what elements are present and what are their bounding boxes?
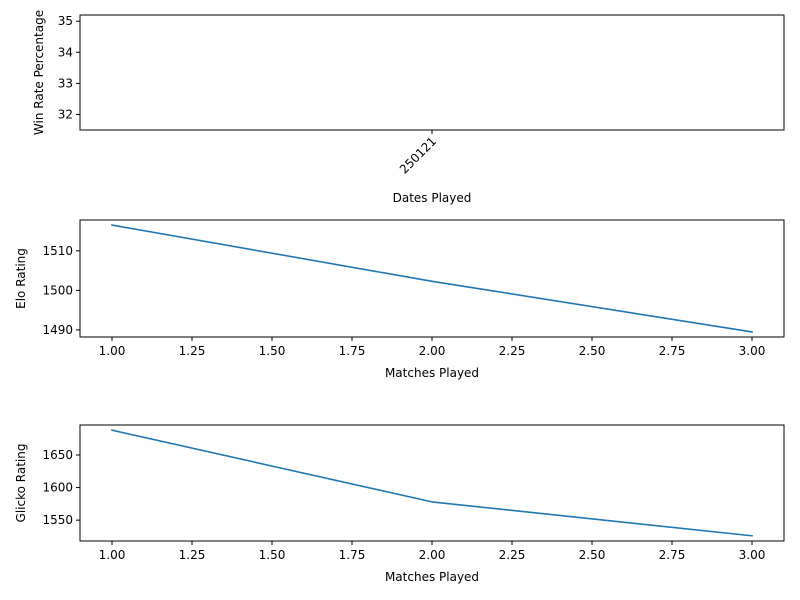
x-tick-label: 1.00 (99, 344, 126, 358)
y-tick-label: 34 (58, 45, 73, 59)
x-tick-label: 2.25 (499, 344, 526, 358)
x-tick-label: 3.00 (739, 344, 766, 358)
x-tick-label: 2.00 (419, 344, 446, 358)
x-axis-label: Matches Played (385, 570, 479, 584)
y-tick-label: 1550 (42, 513, 73, 527)
x-tick-label: 2.50 (579, 344, 606, 358)
x-tick-label: 1.50 (259, 344, 286, 358)
x-tick-label: 1.25 (179, 344, 206, 358)
axes-frame (79, 424, 785, 542)
x-tick-label: 2.75 (659, 548, 686, 562)
x-axis-label: Matches Played (385, 366, 479, 380)
x-tick-label: 3.00 (739, 548, 766, 562)
panel-glicko: 1550 1600 1650 1.00 1.25 1.50 1.75 2.00 2.25 2.50… (14, 424, 785, 584)
x-tick-label: 2.25 (499, 548, 526, 562)
y-axis-label: Win Rate Percentage (32, 10, 46, 135)
axes-frame (79, 14, 785, 131)
x-axis-label: Dates Played (393, 191, 472, 205)
axes-frame (79, 219, 785, 338)
x-tick-label: 2.50 (579, 548, 606, 562)
x-tick-label: 1.50 (259, 548, 286, 562)
x-tick-label: 2.00 (419, 548, 446, 562)
panel-win-rate: 32 33 34 35 250121 Dates Played Win Rate Perce… (32, 10, 785, 205)
y-tick-label: 1650 (42, 448, 73, 462)
x-tick-label: 1.25 (179, 548, 206, 562)
y-tick-label: 1490 (42, 323, 73, 337)
y-tick-label: 32 (58, 107, 73, 121)
y-tick-label: 1500 (42, 283, 73, 297)
panel-elo: 1490 1500 1510 1.00 1.25 1.50 1.75 2.00 2.25 2.50… (14, 219, 785, 380)
x-tick-label: 1.75 (339, 548, 366, 562)
x-tick-label: 1.75 (339, 344, 366, 358)
y-tick-label: 1510 (42, 244, 73, 258)
series-line (111, 224, 753, 333)
x-tick-label: 1.00 (99, 548, 126, 562)
x-tick-label: 2.75 (659, 344, 686, 358)
y-axis-label: Elo Rating (14, 248, 28, 309)
series-line (111, 429, 753, 537)
y-tick-label: 35 (58, 14, 73, 28)
x-tick-label: 250121 (397, 134, 439, 176)
y-tick-label: 33 (58, 76, 73, 90)
y-axis-label: Glicko Rating (14, 444, 28, 523)
y-tick-label: 1600 (42, 481, 73, 495)
